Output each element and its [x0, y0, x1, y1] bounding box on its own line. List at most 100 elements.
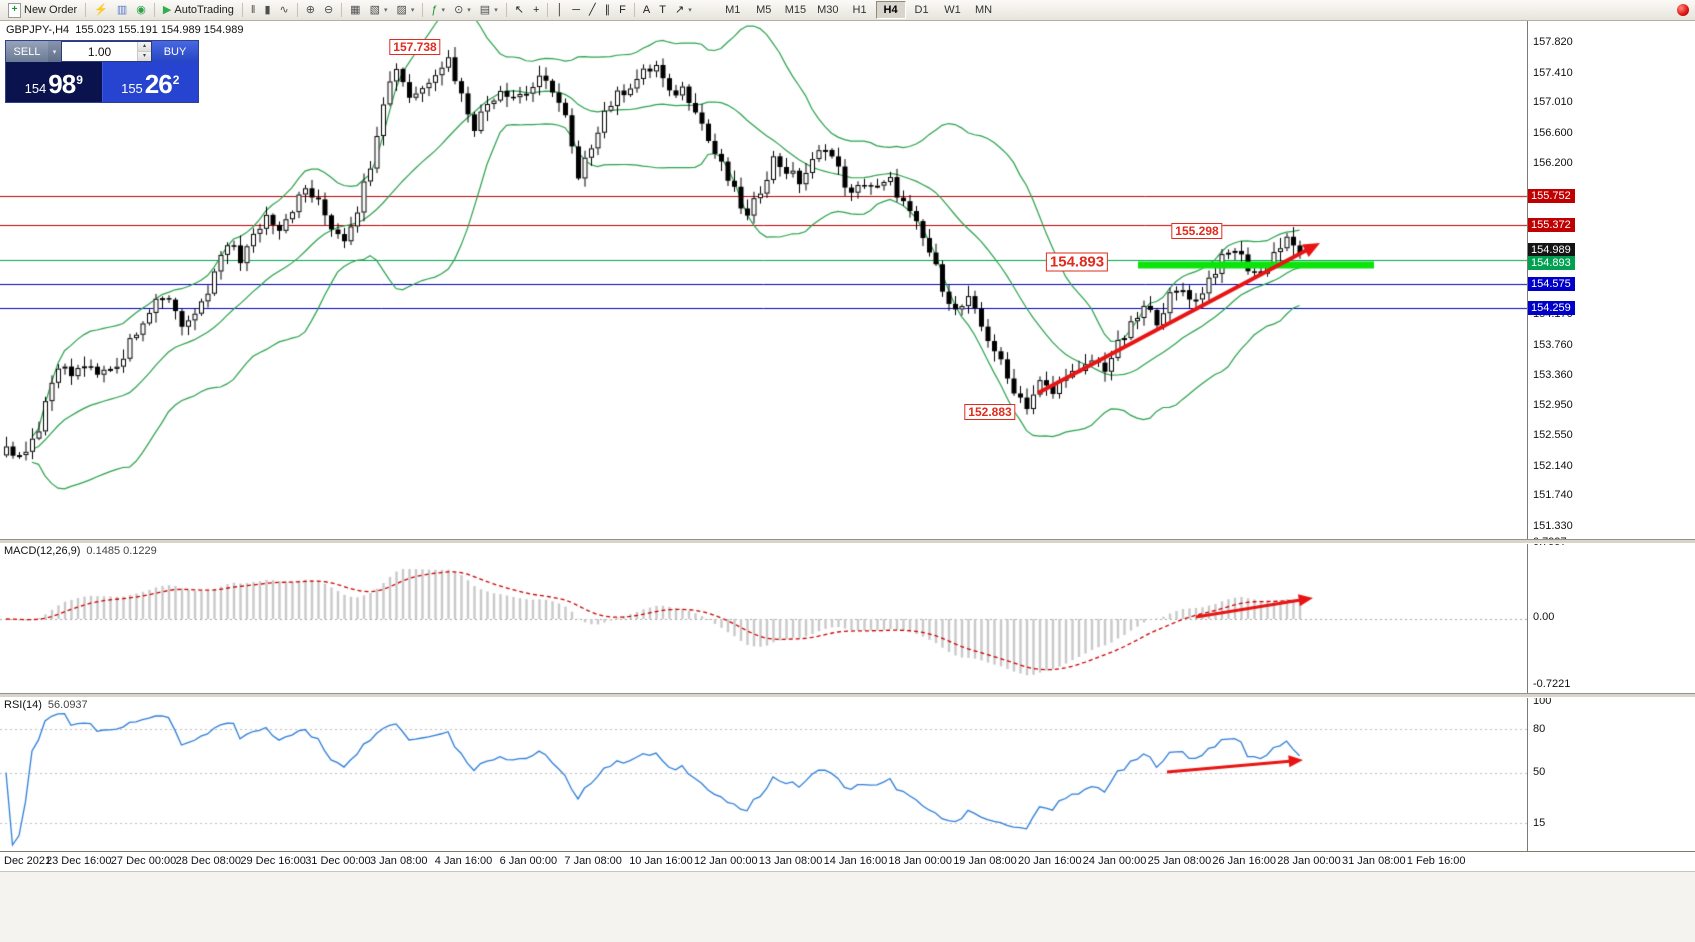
red-sphere-icon[interactable] — [1677, 4, 1689, 16]
buy-button[interactable]: BUY — [152, 41, 198, 62]
level-badge-blue: 154.259 — [1528, 301, 1575, 315]
pane-splitter[interactable] — [0, 693, 1695, 698]
rsi-indicator-pane: RSI(14) 56.0937 — [0, 696, 1527, 851]
vertical-line-button[interactable]: │ — [552, 2, 567, 19]
templates-button[interactable]: ▤ ▾ — [476, 2, 502, 19]
sell-options-caret-icon[interactable]: ▾ — [48, 41, 61, 62]
price-chart-canvas[interactable] — [0, 20, 1527, 539]
time-axis-label: 31 Jan 08:00 — [1342, 855, 1406, 867]
buy-price-display[interactable]: 155 26 2 — [101, 62, 198, 102]
zoom-out-button[interactable]: ⊖ — [320, 2, 337, 19]
new-chart-button[interactable]: ▧ ▾ — [366, 2, 392, 19]
cursor-icon: ↖ — [514, 3, 524, 16]
price-annotation[interactable]: 154.893 — [1045, 252, 1109, 272]
timeframe-h1-button[interactable]: H1 — [852, 4, 867, 16]
timeframe-h4-button[interactable]: H4 — [875, 1, 906, 19]
timeframe-m30-button[interactable]: M30 — [817, 4, 839, 16]
toolbar-separator — [547, 3, 549, 17]
price-tick-label: 156.600 — [1533, 127, 1573, 139]
tile-windows-button[interactable]: ▦ — [346, 2, 364, 19]
price-annotation[interactable]: 152.883 — [964, 404, 1016, 420]
toolbar-separator — [633, 3, 635, 17]
level-badge-green: 154.893 — [1528, 256, 1575, 270]
price-tick-label: 157.820 — [1533, 36, 1573, 48]
volume-decrease-button[interactable]: ▾ — [138, 52, 151, 61]
timeframe-mn-button[interactable]: MN — [974, 4, 993, 16]
sell-price-pips: 98 — [48, 69, 76, 99]
indicators-button[interactable]: ƒ ▾ — [427, 2, 449, 19]
timeframe-m1-button[interactable]: M1 — [725, 4, 741, 16]
timeframe-d1-button[interactable]: D1 — [914, 4, 929, 16]
volume-input[interactable] — [62, 42, 137, 61]
price-tick-label: 157.410 — [1533, 67, 1573, 79]
price-axis[interactable]: 157.820157.410157.010156.600156.200154.1… — [1527, 20, 1695, 851]
time-axis-label: 3 Jan 08:00 — [370, 855, 428, 867]
rsi-canvas[interactable] — [0, 696, 1527, 851]
indicators-icon: ƒ — [431, 3, 438, 16]
new-order-icon: + — [8, 2, 21, 18]
pane-splitter[interactable] — [0, 539, 1695, 544]
timeframe-w1-button[interactable]: W1 — [944, 4, 961, 16]
price-tick-label: 152.550 — [1533, 429, 1573, 441]
strategy-tester-button[interactable]: ⚡ — [90, 2, 112, 19]
sell-button[interactable]: SELL — [6, 41, 48, 62]
text-icon: A — [642, 3, 651, 16]
time-axis-label: 29 Dec 16:00 — [240, 855, 306, 867]
text-button[interactable]: A — [639, 2, 654, 19]
record-icon: ◉ — [136, 3, 146, 16]
price-tick-label: 151.740 — [1533, 489, 1573, 501]
arrows-tool-button[interactable]: ↗ ▾ — [671, 2, 696, 19]
timeframe-m5-button[interactable]: M5 — [756, 4, 772, 16]
record-button[interactable]: ◉ — [132, 2, 150, 19]
timeframe-m15-button[interactable]: M15 — [784, 4, 807, 16]
trendline-button[interactable]: ╱ — [585, 2, 600, 19]
toolbar-separator — [296, 3, 298, 17]
zoom-out-icon: ⊖ — [323, 3, 334, 16]
new-order-button[interactable]: + New Order — [4, 2, 81, 19]
time-axis-label: 7 Jan 08:00 — [564, 855, 622, 867]
candlestick-chart-icon: ▮ — [264, 3, 271, 16]
new-chart-icon: ▧ — [369, 3, 380, 16]
toolbar-separator — [505, 3, 507, 17]
level-badge-blue: 154.575 — [1528, 277, 1575, 291]
vertical-line-icon: │ — [556, 3, 564, 16]
time-axis-label: 31 Dec 00:00 — [305, 855, 371, 867]
data-window-button[interactable]: ▥ — [113, 2, 131, 19]
data-window-icon: ▥ — [116, 3, 128, 16]
time-axis[interactable]: Dec 2021 23 Dec 16:00 27 Dec 00:00 28 Dec 0… — [0, 851, 1695, 871]
arrows-tool-icon: ↗ — [674, 3, 685, 16]
periods-button[interactable]: ⊙ ▾ — [450, 2, 475, 19]
fibonacci-button[interactable]: F — [615, 2, 630, 19]
sell-price-display[interactable]: 154 98 9 — [6, 62, 102, 102]
rsi-scale-label: 50 — [1533, 766, 1546, 778]
zoom-in-button[interactable]: ⊕ — [302, 2, 319, 19]
macd-name: MACD(12,26,9) — [4, 545, 81, 557]
time-axis-label: 23 Dec 16:00 — [46, 855, 112, 867]
line-chart-button[interactable]: ∿ — [276, 2, 293, 19]
text-label-button[interactable]: T — [655, 2, 670, 19]
price-annotation[interactable]: 155.298 — [1171, 223, 1223, 239]
rsi-scale-label: 80 — [1533, 723, 1546, 735]
price-annotation[interactable]: 157.738 — [389, 39, 441, 55]
autotrading-button[interactable]: ▶ AutoTrading — [159, 2, 238, 19]
main-chart-pane: GBPJPY-,H4 155.023 155.191 154.989 154.9… — [0, 20, 1527, 539]
horizontal-line-button[interactable]: ─ — [568, 2, 584, 19]
bar-chart-button[interactable]: ‖ — [247, 2, 260, 19]
rsi-scale-label: 100 — [1533, 695, 1552, 707]
rsi-scale-label: 15 — [1533, 817, 1546, 829]
price-tick-label: 152.140 — [1533, 460, 1573, 472]
autotrading-button-label: AutoTrading — [174, 4, 234, 16]
time-axis-label: 19 Jan 08:00 — [953, 855, 1017, 867]
crosshair-button[interactable]: + — [529, 2, 543, 19]
cursor-button[interactable]: ↖ — [511, 2, 528, 19]
macd-canvas[interactable] — [0, 542, 1527, 693]
timeframe-toolbar: M1 M5 M15 M30 H1 H4 D1 W1 MN — [718, 1, 999, 19]
volume-increase-button[interactable]: ▴ — [138, 42, 151, 52]
caret-down-icon: ▾ — [441, 7, 446, 14]
profiles-button[interactable]: ▨ ▾ — [393, 2, 419, 19]
equidistant-channel-button[interactable]: ∥ — [601, 2, 615, 19]
time-axis-label: 27 Dec 00:00 — [110, 855, 177, 867]
candlestick-chart-button[interactable]: ▮ — [260, 2, 274, 19]
fibonacci-icon: F — [619, 3, 626, 16]
time-axis-label: 10 Jan 16:00 — [629, 855, 693, 867]
